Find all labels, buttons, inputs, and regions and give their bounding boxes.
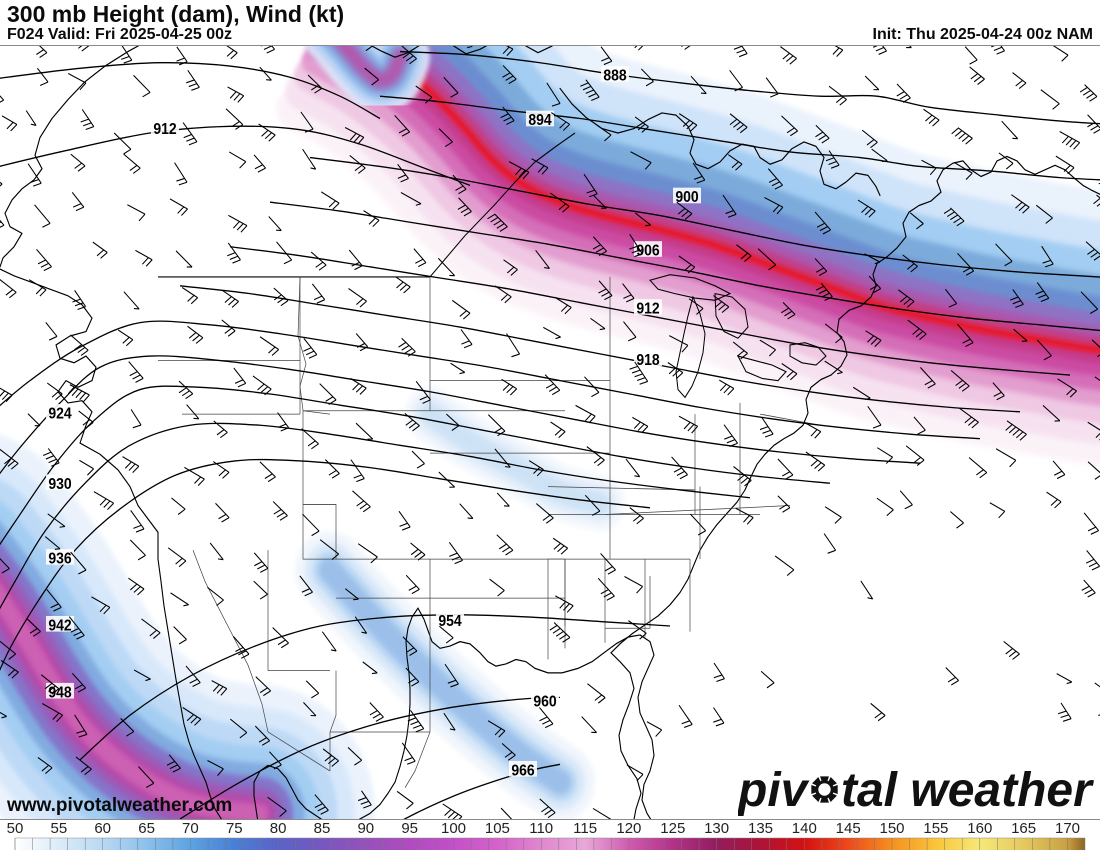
svg-text:tal weather: tal weather	[841, 764, 1094, 817]
svg-text:95: 95	[401, 820, 418, 837]
svg-text:70: 70	[182, 820, 199, 837]
svg-text:100: 100	[441, 820, 466, 837]
svg-text:924: 924	[48, 406, 72, 423]
svg-text:120: 120	[616, 820, 641, 837]
svg-text:50: 50	[7, 820, 24, 837]
svg-text:60: 60	[94, 820, 111, 837]
svg-text:75: 75	[226, 820, 243, 837]
svg-text:130: 130	[704, 820, 729, 837]
svg-text:912: 912	[153, 121, 176, 138]
svg-text:918: 918	[636, 352, 659, 369]
svg-text:105: 105	[485, 820, 510, 837]
svg-text:piv: piv	[738, 764, 810, 817]
svg-text:912: 912	[636, 301, 659, 318]
svg-text:906: 906	[636, 243, 659, 260]
svg-text:55: 55	[51, 820, 68, 837]
svg-text:80: 80	[270, 820, 287, 837]
svg-text:936: 936	[48, 551, 71, 568]
svg-text:115: 115	[573, 820, 597, 837]
svg-text:110: 110	[529, 820, 553, 837]
svg-text:930: 930	[48, 476, 71, 493]
svg-text:948: 948	[48, 685, 71, 702]
svg-text:125: 125	[660, 820, 685, 837]
svg-text:888: 888	[603, 68, 626, 85]
svg-text:894: 894	[528, 113, 552, 130]
svg-text:90: 90	[357, 820, 374, 837]
svg-text:960: 960	[533, 694, 556, 711]
svg-text:942: 942	[48, 618, 71, 635]
svg-text:85: 85	[314, 820, 331, 837]
svg-text:966: 966	[511, 763, 534, 780]
svg-text:65: 65	[138, 820, 155, 837]
